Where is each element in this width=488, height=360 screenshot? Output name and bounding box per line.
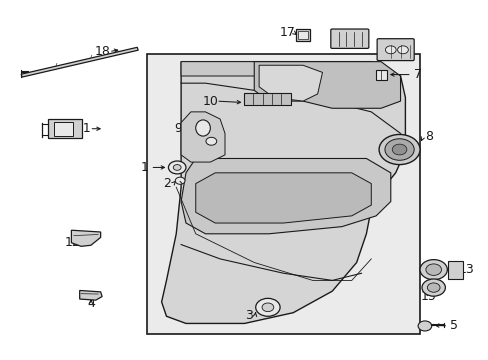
Circle shape: [425, 264, 441, 275]
Circle shape: [384, 139, 413, 160]
Polygon shape: [21, 47, 138, 77]
Text: 16: 16: [382, 49, 398, 62]
Polygon shape: [254, 62, 400, 108]
Text: 1: 1: [141, 161, 148, 174]
Text: 11: 11: [76, 122, 91, 135]
Text: 14: 14: [333, 28, 349, 41]
Text: 9: 9: [174, 122, 182, 135]
Bar: [447, 261, 462, 279]
Circle shape: [255, 298, 280, 316]
Bar: [48, 120, 81, 138]
Circle shape: [421, 279, 445, 296]
Text: 5: 5: [449, 319, 457, 332]
FancyBboxPatch shape: [330, 29, 368, 48]
Text: 10: 10: [202, 95, 218, 108]
Text: 7: 7: [413, 68, 421, 81]
Polygon shape: [259, 65, 322, 101]
Text: 6: 6: [189, 138, 197, 150]
Bar: [54, 122, 73, 135]
Circle shape: [378, 134, 419, 165]
Circle shape: [385, 46, 395, 54]
Bar: [375, 69, 386, 80]
Circle shape: [391, 144, 406, 155]
Polygon shape: [181, 62, 400, 87]
Circle shape: [397, 46, 407, 54]
Circle shape: [419, 260, 447, 280]
Polygon shape: [80, 291, 102, 300]
Circle shape: [417, 321, 431, 331]
Bar: [295, 30, 310, 41]
Polygon shape: [161, 62, 405, 323]
Polygon shape: [195, 173, 370, 223]
Circle shape: [427, 283, 439, 292]
Bar: [147, 54, 419, 334]
Text: 3: 3: [245, 309, 253, 322]
Bar: [298, 31, 307, 39]
Text: 8: 8: [424, 130, 432, 144]
Circle shape: [205, 137, 216, 145]
Text: 2: 2: [163, 177, 171, 190]
Circle shape: [168, 161, 185, 174]
Text: 18: 18: [95, 45, 111, 58]
Text: 12: 12: [65, 236, 81, 249]
Text: 13: 13: [458, 263, 473, 276]
Text: 15: 15: [420, 290, 436, 303]
Text: 17: 17: [279, 26, 295, 39]
Polygon shape: [71, 230, 101, 246]
Bar: [244, 93, 290, 105]
Text: 4: 4: [87, 297, 95, 310]
Circle shape: [262, 303, 273, 312]
Polygon shape: [181, 158, 390, 234]
Circle shape: [175, 177, 184, 184]
Circle shape: [173, 165, 181, 170]
Ellipse shape: [195, 120, 210, 136]
Polygon shape: [181, 112, 224, 162]
FancyBboxPatch shape: [376, 39, 413, 60]
